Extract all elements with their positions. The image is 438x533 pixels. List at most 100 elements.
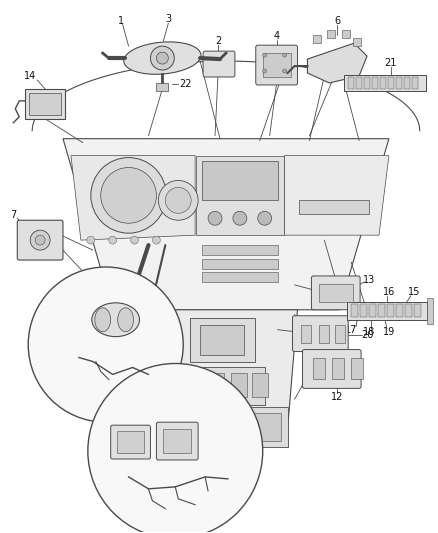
Bar [160, 407, 288, 447]
Circle shape [233, 211, 247, 225]
Bar [319, 284, 353, 302]
Bar [231, 374, 247, 397]
Circle shape [28, 267, 183, 422]
Text: 20: 20 [361, 329, 373, 340]
Bar [314, 358, 325, 379]
Bar [396, 304, 403, 317]
Bar [414, 304, 421, 317]
Text: 12: 12 [331, 392, 343, 402]
Text: 9: 9 [145, 376, 152, 386]
FancyBboxPatch shape [303, 350, 361, 389]
Bar [117, 431, 145, 453]
Bar [332, 358, 344, 379]
Text: 14: 14 [24, 71, 36, 81]
Bar [300, 200, 369, 214]
Circle shape [91, 158, 166, 233]
FancyBboxPatch shape [17, 220, 63, 260]
Text: 8: 8 [63, 320, 69, 330]
Text: 4: 4 [274, 31, 280, 41]
Ellipse shape [92, 303, 140, 337]
Ellipse shape [124, 42, 201, 74]
Bar [344, 75, 426, 91]
Circle shape [87, 236, 95, 244]
Polygon shape [307, 43, 367, 83]
Bar [387, 304, 394, 317]
Bar [380, 77, 386, 89]
Bar [347, 302, 427, 320]
Bar [301, 325, 311, 343]
Bar [348, 77, 354, 89]
Text: 1: 1 [117, 17, 124, 26]
Text: 17: 17 [345, 325, 357, 335]
Bar [29, 93, 61, 115]
Bar [396, 77, 402, 89]
Circle shape [159, 181, 198, 220]
Circle shape [30, 230, 50, 250]
FancyBboxPatch shape [156, 422, 198, 460]
Bar [364, 77, 370, 89]
Text: 22: 22 [179, 79, 191, 89]
Bar [404, 77, 410, 89]
Circle shape [165, 188, 191, 213]
Polygon shape [71, 156, 195, 240]
FancyBboxPatch shape [311, 276, 360, 310]
Bar [335, 325, 345, 343]
Polygon shape [285, 156, 389, 235]
Circle shape [109, 236, 117, 244]
FancyBboxPatch shape [111, 425, 150, 459]
Bar [351, 304, 358, 317]
Bar [202, 245, 278, 255]
Text: 3: 3 [165, 14, 171, 25]
Text: 15: 15 [408, 287, 420, 297]
Polygon shape [152, 310, 297, 429]
FancyBboxPatch shape [256, 45, 297, 85]
Bar [212, 413, 242, 441]
Bar [412, 77, 418, 89]
Bar [163, 429, 191, 453]
Circle shape [283, 53, 286, 57]
Text: 21: 21 [385, 58, 397, 68]
Circle shape [88, 364, 263, 533]
Bar [190, 318, 255, 362]
Bar [378, 304, 385, 317]
Text: 2: 2 [215, 36, 221, 46]
Bar [388, 77, 394, 89]
Bar [369, 304, 376, 317]
Circle shape [156, 52, 168, 64]
Text: 19: 19 [383, 327, 395, 337]
Circle shape [35, 235, 45, 245]
Bar [405, 304, 412, 317]
Bar [360, 304, 367, 317]
Bar [25, 89, 65, 119]
Bar [253, 413, 281, 441]
Bar [175, 367, 265, 405]
Polygon shape [63, 139, 389, 310]
Bar [202, 259, 278, 269]
Text: 16: 16 [383, 287, 395, 297]
Circle shape [208, 211, 222, 225]
Bar [351, 358, 363, 379]
Bar [319, 325, 329, 343]
Bar [427, 298, 433, 324]
Text: 6: 6 [334, 17, 340, 26]
Circle shape [258, 211, 272, 225]
FancyBboxPatch shape [293, 316, 348, 352]
Text: 13: 13 [363, 275, 375, 285]
Bar [200, 325, 244, 354]
Circle shape [101, 167, 156, 223]
Circle shape [150, 46, 174, 70]
Ellipse shape [118, 308, 134, 332]
Text: 11: 11 [212, 489, 224, 499]
Ellipse shape [95, 308, 111, 332]
Bar [356, 77, 362, 89]
Bar [353, 38, 361, 46]
Bar [208, 374, 224, 397]
Bar [196, 156, 283, 235]
Circle shape [263, 69, 267, 73]
Bar [170, 413, 200, 441]
Bar [185, 374, 201, 397]
Text: 10: 10 [124, 409, 137, 419]
FancyBboxPatch shape [203, 51, 235, 77]
Circle shape [263, 53, 267, 57]
Bar [327, 30, 335, 38]
